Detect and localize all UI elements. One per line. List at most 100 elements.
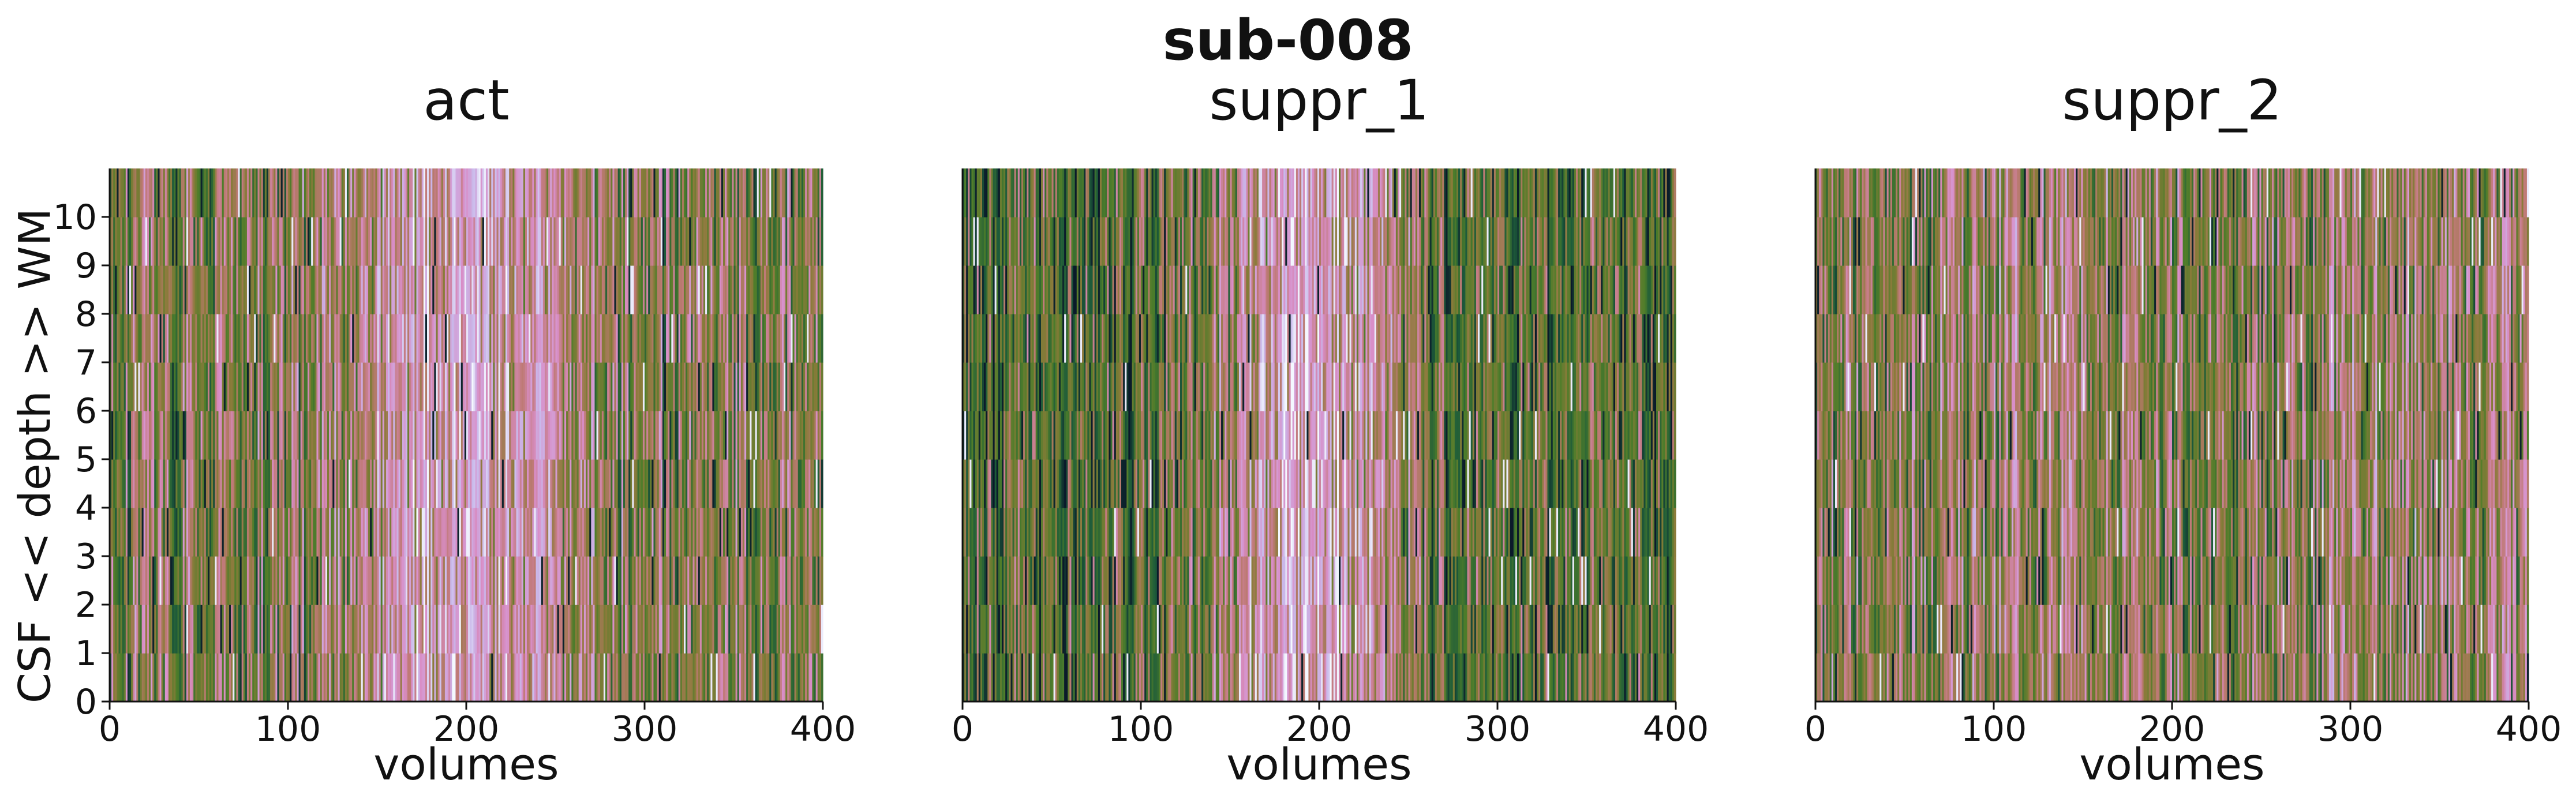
heatmap-cell xyxy=(204,411,207,460)
heatmap-cell xyxy=(158,362,160,411)
heatmap-cell xyxy=(568,556,570,605)
heatmap-cell xyxy=(254,653,256,702)
heatmap-cell xyxy=(609,411,611,460)
heatmap-cell xyxy=(343,605,346,654)
heatmap-cell xyxy=(377,362,380,411)
heatmap-cell xyxy=(181,168,184,217)
heatmap-cell xyxy=(536,653,538,702)
heatmap-cell xyxy=(427,411,429,460)
heatmap-cell xyxy=(355,314,358,363)
heatmap-cell xyxy=(166,362,169,411)
heatmap-cell xyxy=(334,168,337,217)
heatmap-cell xyxy=(252,459,254,508)
heatmap-cell xyxy=(596,556,599,605)
heatmap-cell xyxy=(564,168,567,217)
heatmap-cell xyxy=(409,605,411,654)
heatmap-cell xyxy=(1028,605,1031,654)
heatmap-cell xyxy=(1044,459,1047,508)
heatmap-cell xyxy=(501,653,504,702)
heatmap-cell xyxy=(288,265,290,314)
heatmap-cell xyxy=(227,556,230,605)
heatmap-cell xyxy=(542,411,545,460)
heatmap-cell xyxy=(233,653,235,702)
heatmap-cell xyxy=(395,314,398,363)
heatmap-cell xyxy=(188,508,190,557)
heatmap-cell xyxy=(541,459,544,508)
heatmap-cell xyxy=(814,653,817,702)
heatmap-cell xyxy=(334,508,337,557)
heatmap-cell xyxy=(814,265,817,314)
heatmap-cell xyxy=(621,459,624,508)
heatmap-cell xyxy=(323,605,326,654)
heatmap-cell xyxy=(452,653,454,702)
heatmap-cell xyxy=(120,265,123,314)
heatmap-cell xyxy=(290,508,292,557)
heatmap-cell xyxy=(523,508,526,557)
heatmap-cell xyxy=(400,459,403,508)
heatmap-cell xyxy=(259,168,262,217)
heatmap-cell xyxy=(755,265,758,314)
heatmap-cell xyxy=(147,459,149,508)
heatmap-cell xyxy=(175,362,178,411)
heatmap-cell xyxy=(527,217,529,266)
heatmap-cell xyxy=(471,362,474,411)
heatmap-cell xyxy=(707,556,709,605)
heatmap-cell xyxy=(311,168,313,217)
heatmap-cell xyxy=(994,168,997,217)
heatmap-cell xyxy=(279,265,282,314)
heatmap-cell xyxy=(396,168,399,217)
heatmap-cell xyxy=(719,653,722,702)
heatmap-cell xyxy=(346,314,349,363)
heatmap-cell xyxy=(423,556,426,605)
heatmap-cell xyxy=(552,556,555,605)
heatmap-cell xyxy=(110,605,112,654)
heatmap-cell xyxy=(607,217,609,266)
heatmap-cell xyxy=(311,265,313,314)
heatmap-cell xyxy=(349,605,351,654)
heatmap-cell xyxy=(686,556,688,605)
heatmap-cell xyxy=(197,605,200,654)
heatmap-cell xyxy=(193,265,196,314)
heatmap-cell xyxy=(1012,508,1015,557)
heatmap-cell xyxy=(327,653,330,702)
heatmap-cell xyxy=(462,362,465,411)
heatmap-cell xyxy=(773,605,776,654)
heatmap-cell xyxy=(757,362,759,411)
heatmap-cell xyxy=(725,362,727,411)
heatmap-cell xyxy=(514,556,517,605)
heatmap-cell xyxy=(311,362,313,411)
heatmap-cell xyxy=(454,217,456,266)
heatmap-cell xyxy=(300,217,303,266)
heatmap-cell xyxy=(432,362,435,411)
heatmap-cell xyxy=(151,217,153,266)
heatmap-cell xyxy=(193,217,196,266)
heatmap-cell xyxy=(298,459,301,508)
heatmap-cell xyxy=(372,168,374,217)
heatmap-cell xyxy=(414,508,417,557)
heatmap-cell xyxy=(548,605,551,654)
heatmap-cell xyxy=(320,314,323,363)
heatmap-cell xyxy=(154,508,156,557)
heatmap-cell xyxy=(803,556,806,605)
heatmap-cell xyxy=(195,265,198,314)
heatmap-cell xyxy=(642,653,645,702)
heatmap-cell xyxy=(587,314,590,363)
heatmap-cell xyxy=(784,459,786,508)
heatmap-cell xyxy=(650,217,652,266)
heatmap-cell xyxy=(385,605,388,654)
heatmap-cell xyxy=(694,653,697,702)
heatmap-cell xyxy=(372,556,374,605)
heatmap-cell xyxy=(523,362,526,411)
heatmap-cell xyxy=(511,459,513,508)
heatmap-cell xyxy=(509,217,511,266)
heatmap-cell xyxy=(682,459,684,508)
heatmap-cell xyxy=(416,653,419,702)
heatmap-cell xyxy=(676,459,679,508)
heatmap-cell xyxy=(1044,314,1047,363)
heatmap-cell xyxy=(272,459,274,508)
heatmap-cell xyxy=(784,605,786,654)
heatmap-cell xyxy=(1010,217,1013,266)
heatmap-cell xyxy=(336,362,339,411)
heatmap-cell xyxy=(555,605,558,654)
heatmap-cell xyxy=(329,314,331,363)
